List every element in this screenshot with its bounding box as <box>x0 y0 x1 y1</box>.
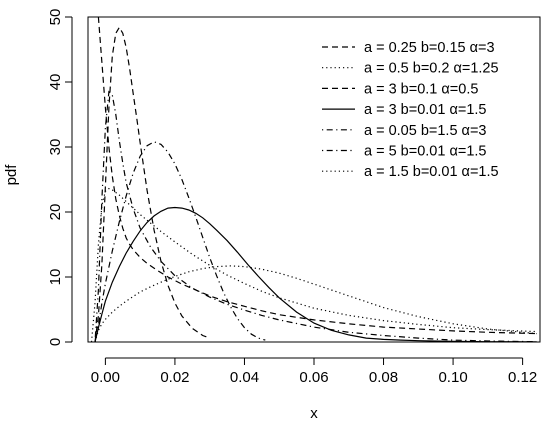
series-group <box>90 17 537 342</box>
x-tick-label: 0.12 <box>508 369 537 386</box>
x-axis-label: x <box>310 405 318 422</box>
x-tick-label: 0.08 <box>369 369 398 386</box>
y-tick-label: 30 <box>47 139 64 156</box>
legend-label-6: a = 5 b=0.01 α=1.5 <box>364 144 486 160</box>
series-line-1 <box>97 17 537 335</box>
y-tick-label: 10 <box>47 269 64 286</box>
y-tick-label: 20 <box>47 204 64 221</box>
axes: 0.00 0.02 0.04 0.06 0.08 0.10 0.12 0 10 20 30 40 50 <box>47 9 541 386</box>
series-line-6 <box>94 90 537 342</box>
legend-label-1: a = 0.25 b=0.15 α=3 <box>364 40 495 56</box>
y-tick-label: 50 <box>47 9 64 26</box>
legend-label-5: a = 0.05 b=1.5 α=3 <box>364 123 486 139</box>
y-tick-label: 40 <box>47 74 64 91</box>
series-line-3 <box>94 26 210 342</box>
series-line-2 <box>90 187 537 342</box>
x-tick-label: 0.06 <box>299 369 328 386</box>
y-tick-label: 0 <box>47 338 64 346</box>
x-tick-label: 0.00 <box>91 369 120 386</box>
legend-label-7: a = 1.5 b=0.01 α=1.5 <box>364 164 499 180</box>
series-line-7 <box>94 265 537 342</box>
x-tick-label: 0.10 <box>438 369 467 386</box>
legend: a = 0.25 b=0.15 α=3 a = 0.5 b=0.2 α=1.25 a… <box>322 40 499 180</box>
x-tick-label: 0.04 <box>230 369 259 386</box>
y-axis-label: pdf <box>3 164 20 186</box>
series-line-4 <box>94 206 537 342</box>
x-tick-label: 0.02 <box>160 369 189 386</box>
plot-frame <box>87 16 541 343</box>
legend-label-4: a = 3 b=0.01 α=1.5 <box>364 102 486 118</box>
legend-label-2: a = 0.5 b=0.2 α=1.25 <box>364 61 499 77</box>
series-line-5 <box>94 141 266 342</box>
legend-label-3: a = 3 b=0.1 α=0.5 <box>364 81 478 97</box>
